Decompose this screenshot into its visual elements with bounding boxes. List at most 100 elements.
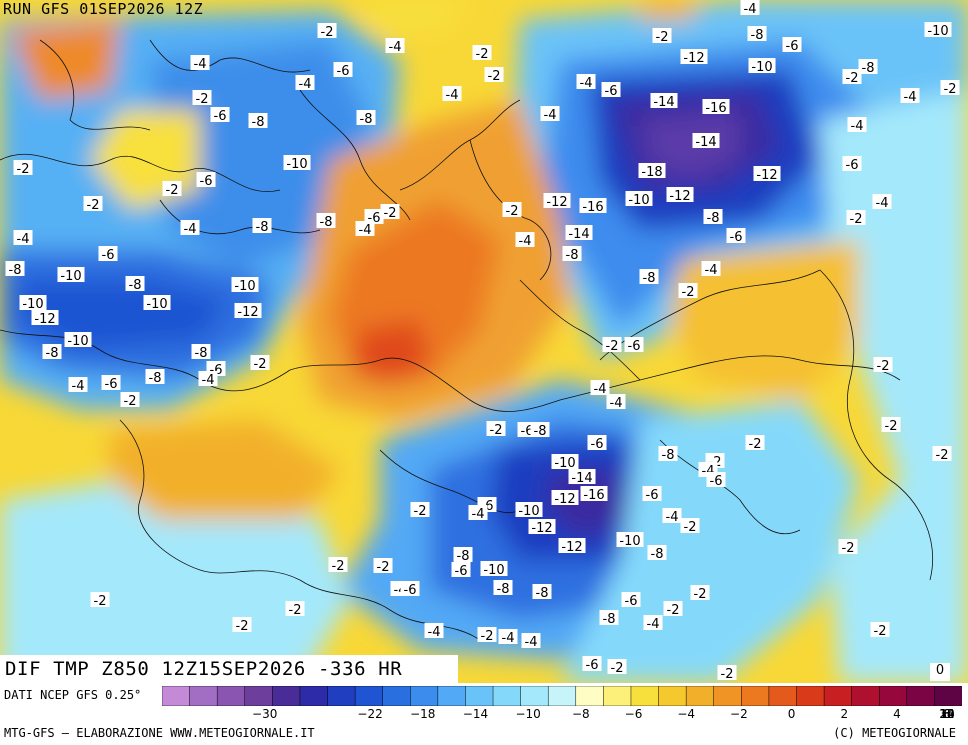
- svg-text:-6: -6: [214, 109, 227, 124]
- svg-text:-8: -8: [46, 346, 59, 361]
- contour-label: -2: [940, 80, 960, 97]
- svg-text:-2: -2: [414, 504, 427, 519]
- legend-swatch: [713, 686, 742, 706]
- svg-text:-4: -4: [647, 617, 660, 632]
- contour-label: -8: [658, 446, 678, 463]
- contour-label: -4: [740, 0, 760, 17]
- contour-label: -12: [528, 519, 556, 536]
- contour-label: -2: [838, 539, 858, 556]
- svg-text:-4: -4: [184, 222, 197, 237]
- contour-label: -8: [453, 547, 473, 564]
- contour-label: -2: [250, 355, 270, 372]
- contour-label: -10: [924, 22, 952, 39]
- legend-swatch: [906, 686, 935, 706]
- legend-swatch: [658, 686, 687, 706]
- svg-text:-6: -6: [786, 39, 799, 54]
- svg-text:-2: -2: [476, 47, 489, 62]
- svg-text:-8: -8: [662, 448, 675, 463]
- svg-text:-4: -4: [17, 232, 30, 247]
- contour-label: -2: [373, 558, 393, 575]
- contour-label: -2: [410, 502, 430, 519]
- legend-tick-label: −10: [515, 707, 541, 721]
- contour-label: -8: [493, 580, 513, 597]
- contour-label: -8: [532, 584, 552, 601]
- svg-text:-6: -6: [730, 230, 743, 245]
- svg-text:-2: -2: [17, 162, 30, 177]
- legend-tick-label: −8: [571, 707, 590, 721]
- contour-label: -8: [530, 422, 550, 439]
- svg-text:-6: -6: [521, 424, 534, 439]
- svg-text:-8: -8: [751, 28, 764, 43]
- legend-tick-labels: −30 −22 −18 −14 −10 −8 −6 −4 −2 0 2 4 6 8 10 14 18 22 30: [162, 707, 962, 725]
- contour-label: -4: [198, 371, 218, 388]
- contour-label: -6: [210, 107, 230, 124]
- contour-label: -8: [858, 59, 878, 76]
- contour-label: -4: [872, 194, 892, 211]
- contour-label: -6: [842, 156, 862, 173]
- svg-text:-14: -14: [653, 95, 674, 110]
- contour-label: -2: [846, 210, 866, 227]
- contour-label: -6: [196, 172, 216, 189]
- svg-text:-2: -2: [236, 619, 249, 634]
- svg-text:-6: -6: [710, 474, 723, 489]
- contour-label: -2: [328, 557, 348, 574]
- svg-text:-14: -14: [571, 471, 592, 486]
- svg-text:-2: -2: [384, 206, 397, 221]
- svg-text:-8: -8: [643, 271, 656, 286]
- svg-text:-2: -2: [874, 624, 887, 639]
- legend-swatch: [382, 686, 411, 706]
- svg-text:-10: -10: [60, 269, 81, 284]
- svg-text:-8: -8: [457, 549, 470, 564]
- svg-text:-8: -8: [129, 278, 142, 293]
- legend-tick-label: 30: [939, 707, 955, 721]
- contour-label: -2: [472, 45, 492, 62]
- contour-label: -10: [551, 454, 579, 471]
- contour-label: -2: [90, 592, 110, 609]
- legend-swatch: [878, 686, 908, 706]
- contour-label: -6: [621, 592, 641, 609]
- contour-label: -4: [13, 230, 33, 247]
- svg-text:-10: -10: [286, 157, 307, 172]
- contour-label: -2: [484, 67, 504, 84]
- contour-label: -6: [451, 562, 471, 579]
- contour-label: -2: [745, 435, 765, 452]
- svg-text:-2: -2: [166, 183, 179, 198]
- legend-tick-label: 6: [943, 707, 951, 721]
- svg-text:-2: -2: [488, 69, 501, 84]
- legend-tick-label: −2: [730, 707, 748, 721]
- contour-label: -8: [248, 113, 268, 130]
- svg-text:-12: -12: [756, 168, 777, 183]
- contour-label: -2: [873, 357, 893, 374]
- contour-label: -12: [234, 303, 262, 320]
- contour-label: -2: [663, 601, 683, 618]
- svg-text:-4: -4: [594, 382, 607, 397]
- legend-swatch: [492, 686, 522, 706]
- svg-text:-8: -8: [9, 263, 22, 278]
- contour-label: -8: [647, 545, 667, 562]
- contour-label: -2: [652, 28, 672, 45]
- contour-label: -10: [748, 58, 776, 75]
- svg-text:-12: -12: [546, 195, 567, 210]
- contour-label: -2: [120, 392, 140, 409]
- svg-text:-16: -16: [583, 488, 604, 503]
- contour-label: -12: [680, 49, 708, 66]
- svg-text:-6: -6: [102, 248, 115, 263]
- contour-label: -2: [477, 627, 497, 644]
- svg-text:-2: -2: [846, 71, 859, 86]
- contour-label: -4: [701, 261, 721, 278]
- legend-tick-label: 22: [939, 707, 955, 721]
- contour-label: -4: [576, 74, 596, 91]
- anomaly-fill: [0, 0, 968, 683]
- svg-text:-4: -4: [525, 635, 538, 650]
- contour-label: -2: [486, 421, 506, 438]
- contour-label: -10: [616, 532, 644, 549]
- contour-label: -4: [847, 117, 867, 134]
- legend-tick-label: −6: [624, 707, 643, 721]
- legend-tick-label: −22: [357, 707, 383, 721]
- svg-text:-4: -4: [744, 2, 757, 17]
- svg-text:-2: -2: [289, 603, 302, 618]
- legend-swatch: [244, 686, 273, 706]
- svg-text:-2: -2: [684, 520, 697, 535]
- legend-swatch: [575, 686, 604, 706]
- svg-text:-2: -2: [490, 423, 503, 438]
